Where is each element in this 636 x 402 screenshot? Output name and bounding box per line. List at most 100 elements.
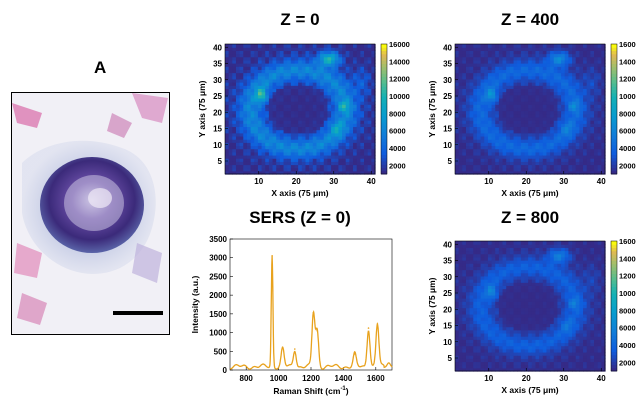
heatmap-cell <box>575 59 580 64</box>
heatmap-cell <box>283 151 288 156</box>
heatmap-cell <box>506 101 511 105</box>
heatmap-cell <box>473 345 478 350</box>
heatmap-cell <box>327 69 332 74</box>
heatmap-cell <box>583 85 588 89</box>
heatmap-cell <box>246 142 252 147</box>
heatmap-cell <box>575 310 580 315</box>
heatmap-cell <box>557 69 562 74</box>
heatmap-cell <box>568 167 573 172</box>
heatmap-cell <box>305 170 310 175</box>
heatmap-cell <box>491 164 496 169</box>
heatmap-cell <box>364 164 369 169</box>
heatmap-cell <box>502 161 507 166</box>
heatmap-cell <box>546 326 551 331</box>
heatmap-cell <box>360 69 365 74</box>
heatmap-cell <box>568 85 573 89</box>
heatmap-cell <box>498 110 504 115</box>
heatmap-cell <box>342 142 347 147</box>
y-tick-label: 40 <box>443 43 452 52</box>
heatmap-cell <box>294 139 299 143</box>
spectrum-peak <box>312 311 315 314</box>
heatmap-cell <box>246 167 252 172</box>
heatmap-cell <box>542 44 548 48</box>
heatmap-cell <box>564 47 570 51</box>
heatmap-cell <box>495 107 500 112</box>
heatmap-cell <box>235 123 241 128</box>
heatmap-cell <box>276 97 281 102</box>
heatmap-cell <box>535 148 540 153</box>
heatmap-cell <box>232 104 237 109</box>
heatmap-cell <box>298 44 303 48</box>
heatmap-cell <box>561 142 566 147</box>
heatmap-cell <box>261 97 266 102</box>
heatmap-cell <box>528 44 533 48</box>
heatmap-cell <box>254 148 259 153</box>
heatmap-cell <box>469 323 474 328</box>
heatmap-cell <box>480 113 485 118</box>
heatmap-cell <box>235 145 241 150</box>
heatmap-cell <box>553 129 559 134</box>
heatmap-cell <box>557 275 562 280</box>
heatmap-cell <box>553 288 559 293</box>
heatmap-cell <box>458 266 463 271</box>
heatmap-cell <box>572 329 577 334</box>
heatmap-cell <box>506 291 511 296</box>
heatmap-cell <box>458 161 463 166</box>
heatmap-cell <box>276 69 281 74</box>
heatmap-cell <box>342 88 347 93</box>
heatmap-cell <box>502 282 507 286</box>
heatmap-cell <box>509 120 515 124</box>
heatmap-cell <box>268 142 274 147</box>
heatmap-cell <box>502 88 507 93</box>
heatmap-cell <box>276 145 281 150</box>
heatmap-cell <box>331 161 336 166</box>
heatmap-cell <box>568 263 573 267</box>
heatmap-cell <box>476 294 482 299</box>
heatmap-cell <box>495 59 500 64</box>
heatmap-cell <box>528 154 533 159</box>
heatmap-cell <box>579 339 584 344</box>
heatmap-cell <box>491 241 496 245</box>
y-tick-label: 20 <box>443 108 452 117</box>
heatmap-cell <box>495 69 500 74</box>
heatmap-cell <box>327 167 332 172</box>
heatmap-cell <box>228 75 233 80</box>
heatmap-cell <box>476 279 482 283</box>
heatmap-cell <box>312 69 318 74</box>
colorbar-segment <box>611 112 617 116</box>
heatmap-cell <box>462 148 467 153</box>
heatmap-cell <box>465 355 471 359</box>
heatmap-cell <box>298 85 303 89</box>
heatmap-cell <box>561 47 566 51</box>
heatmap-cell <box>557 361 562 366</box>
heatmap-cell <box>498 50 504 55</box>
heatmap-cell <box>232 170 237 175</box>
heatmap-cell <box>575 355 580 359</box>
heatmap-cell <box>550 358 555 363</box>
heatmap-cell <box>349 44 354 48</box>
colorbar-segment <box>381 89 387 94</box>
heatmap-cell <box>235 113 241 118</box>
heatmap-cell <box>553 88 559 93</box>
heatmap-cell <box>473 104 478 109</box>
heatmap-cell <box>520 279 526 283</box>
heatmap-cell <box>491 75 496 80</box>
heatmap-cell <box>539 126 544 131</box>
heatmap-cell <box>342 82 347 86</box>
heatmap-cell <box>524 56 529 61</box>
heatmap-cell <box>334 132 340 137</box>
heatmap-cell <box>601 170 606 175</box>
heatmap-cell <box>257 82 263 86</box>
heatmap-cell <box>586 72 591 77</box>
heatmap-cell <box>323 145 329 150</box>
x-axis-label: Raman Shift (cm-1) <box>273 386 348 396</box>
heatmap-cell <box>542 253 548 258</box>
heatmap-cell <box>575 307 580 312</box>
heatmap-cell <box>272 75 277 80</box>
heatmap-cell <box>495 116 500 121</box>
heatmap-cell <box>232 69 237 74</box>
heatmap-cell <box>364 78 369 83</box>
heatmap-cell <box>487 167 493 172</box>
heatmap-cell <box>272 78 277 83</box>
heatmap-cell <box>506 110 511 115</box>
